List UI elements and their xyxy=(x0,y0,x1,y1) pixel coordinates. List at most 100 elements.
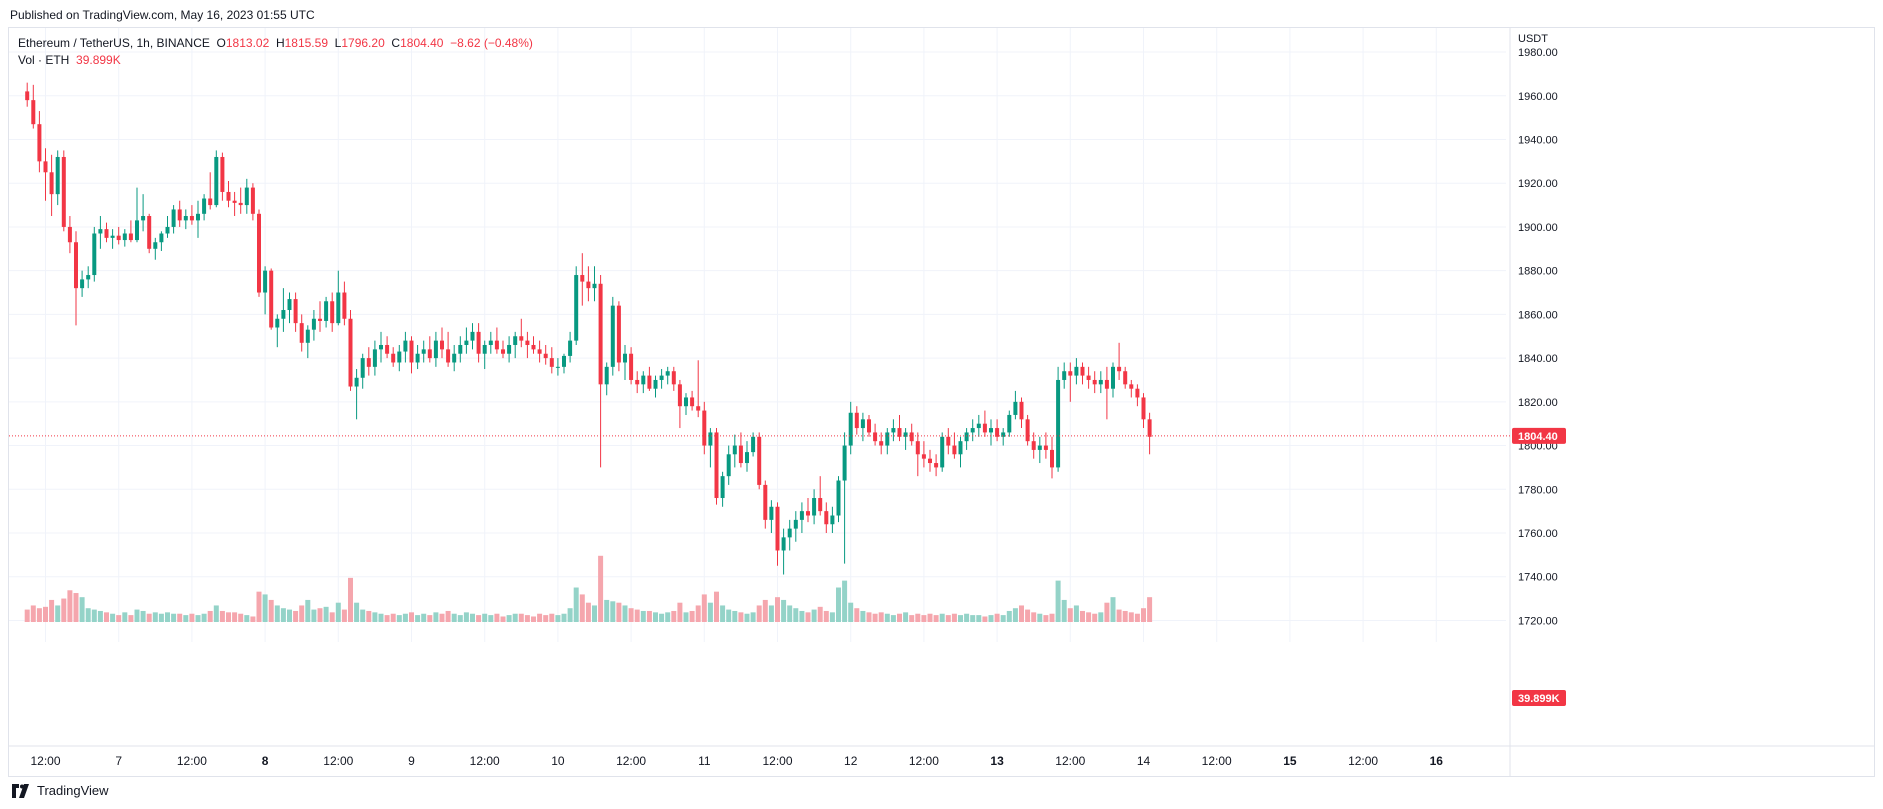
candle-body[interactable] xyxy=(269,270,274,328)
candle-body[interactable] xyxy=(793,519,798,529)
candle-body[interactable] xyxy=(671,371,676,385)
candle-body[interactable] xyxy=(263,270,268,293)
candle-body[interactable] xyxy=(818,498,823,512)
candle-body[interactable] xyxy=(226,191,231,201)
candle-body[interactable] xyxy=(763,484,768,520)
candle-body[interactable] xyxy=(74,242,78,289)
candle-body[interactable] xyxy=(1098,379,1103,385)
candle-body[interactable] xyxy=(141,216,146,221)
candle-body[interactable] xyxy=(976,423,981,429)
candle-body[interactable] xyxy=(1019,401,1024,420)
candle-body[interactable] xyxy=(891,428,896,433)
candle-body[interactable] xyxy=(122,233,127,241)
candle-body[interactable] xyxy=(519,336,524,341)
candle-body[interactable] xyxy=(1086,375,1091,380)
candle-body[interactable] xyxy=(128,233,133,241)
candle-body[interactable] xyxy=(879,441,884,446)
candle-body[interactable] xyxy=(421,349,426,354)
candle-body[interactable] xyxy=(1135,388,1140,398)
candle-body[interactable] xyxy=(330,301,335,324)
candle-body[interactable] xyxy=(897,428,902,437)
candle-body[interactable] xyxy=(348,318,353,387)
candle-body[interactable] xyxy=(982,423,987,433)
candle-body[interactable] xyxy=(684,397,688,407)
candle-body[interactable] xyxy=(1117,366,1122,372)
candle-body[interactable] xyxy=(934,463,939,468)
candle-body[interactable] xyxy=(745,452,749,464)
candle-body[interactable] xyxy=(635,379,640,385)
candle-body[interactable] xyxy=(799,511,804,520)
candle-body[interactable] xyxy=(860,419,865,429)
candle-body[interactable] xyxy=(604,366,609,385)
candle-body[interactable] xyxy=(958,441,963,455)
candle-body[interactable] xyxy=(781,537,786,551)
candle-body[interactable] xyxy=(702,410,707,446)
candle-body[interactable] xyxy=(726,454,731,477)
candle-body[interactable] xyxy=(55,156,60,195)
candle-body[interactable] xyxy=(299,323,304,343)
candle-body[interactable] xyxy=(812,498,817,516)
candle-body[interactable] xyxy=(995,428,1000,437)
candle-body[interactable] xyxy=(37,124,42,162)
candle-body[interactable] xyxy=(110,235,115,238)
candle-body[interactable] xyxy=(440,340,444,350)
candle-body[interactable] xyxy=(989,428,993,433)
candle-body[interactable] xyxy=(854,412,859,429)
candle-body[interactable] xyxy=(873,432,878,442)
candle-body[interactable] xyxy=(458,344,463,354)
candle-body[interactable] xyxy=(1092,379,1097,385)
candle-body[interactable] xyxy=(921,454,926,459)
candle-body[interactable] xyxy=(275,318,280,328)
candle-body[interactable] xyxy=(1043,445,1048,450)
candle-body[interactable] xyxy=(598,283,603,385)
candle-body[interactable] xyxy=(43,161,48,173)
candle-body[interactable] xyxy=(86,275,91,280)
candle-body[interactable] xyxy=(1104,379,1109,389)
candle-body[interactable] xyxy=(305,329,310,343)
candle-body[interactable] xyxy=(372,349,377,367)
candle-body[interactable] xyxy=(629,353,634,380)
candle-body[interactable] xyxy=(952,445,957,455)
candle-body[interactable] xyxy=(196,213,200,221)
candle-body[interactable] xyxy=(513,336,518,345)
candle-body[interactable] xyxy=(104,229,109,238)
candle-body[interactable] xyxy=(970,428,975,433)
candle-body[interactable] xyxy=(116,235,121,241)
candle-body[interactable] xyxy=(549,358,554,367)
candle-body[interactable] xyxy=(366,358,371,367)
candle-body[interactable] xyxy=(220,156,225,192)
candle-body[interactable] xyxy=(232,200,237,203)
candle-body[interactable] xyxy=(281,310,286,319)
candle-body[interactable] xyxy=(915,441,920,455)
candle-body[interactable] xyxy=(1074,366,1079,376)
candle-body[interactable] xyxy=(647,375,652,389)
candle-body[interactable] xyxy=(531,344,536,350)
candle-body[interactable] xyxy=(482,344,487,354)
candle-body[interactable] xyxy=(562,355,566,367)
candle-body[interactable] xyxy=(80,279,85,289)
candle-body[interactable] xyxy=(171,209,176,227)
candle-body[interactable] xyxy=(836,480,841,516)
candle-body[interactable] xyxy=(1031,441,1036,450)
candle-body[interactable] xyxy=(415,353,420,363)
candle-body[interactable] xyxy=(525,340,530,345)
candle-body[interactable] xyxy=(1050,449,1054,468)
candle-body[interactable] xyxy=(677,384,682,407)
candle-body[interactable] xyxy=(1111,366,1115,389)
candle-body[interactable] xyxy=(214,156,219,206)
candle-body[interactable] xyxy=(623,353,627,363)
candle-body[interactable] xyxy=(909,432,914,442)
candle-body[interactable] xyxy=(885,432,890,446)
candle-body[interactable] xyxy=(202,198,207,214)
candle-body[interactable] xyxy=(1129,384,1134,389)
candle-body[interactable] xyxy=(433,340,438,359)
candle-body[interactable] xyxy=(470,331,475,341)
candle-body[interactable] xyxy=(830,515,835,525)
candle-body[interactable] xyxy=(501,349,505,354)
candle-body[interactable] xyxy=(324,301,329,321)
candle-body[interactable] xyxy=(586,281,591,289)
candle-body[interactable] xyxy=(360,358,365,378)
candle-body[interactable] xyxy=(92,233,97,276)
candle-body[interactable] xyxy=(61,156,66,227)
candle-body[interactable] xyxy=(135,220,139,241)
